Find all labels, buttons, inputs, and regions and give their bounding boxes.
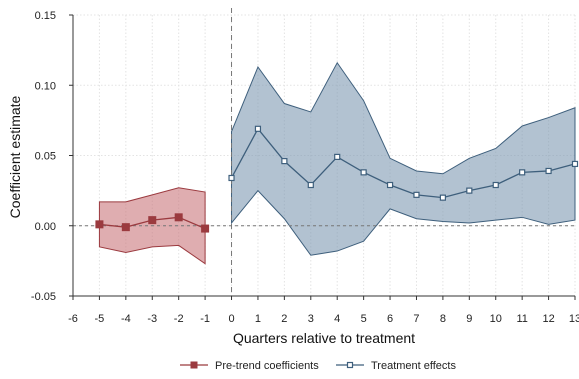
treatment-effect-point xyxy=(492,181,499,189)
x-tick-label: 10 xyxy=(490,313,502,325)
treatment-effect-point xyxy=(281,158,288,165)
x-tick-label: 4 xyxy=(334,313,340,325)
reference-lines xyxy=(73,8,575,296)
treatment-effect-point xyxy=(307,181,314,189)
x-tick-label: 9 xyxy=(466,313,472,325)
treatment-effect-point xyxy=(360,169,367,176)
confidence-bands xyxy=(98,61,576,265)
treatment-effect-point xyxy=(545,167,552,175)
treatment-effect-point xyxy=(571,160,579,168)
y-tick-label: 0.10 xyxy=(35,80,56,92)
x-tick-label: -3 xyxy=(147,313,157,325)
x-tick-label: -1 xyxy=(200,313,210,325)
x-tick-label: 5 xyxy=(361,313,367,325)
x-tick-label: 7 xyxy=(413,313,419,325)
x-tick-label: 12 xyxy=(542,313,554,325)
axes: -0.050.000.050.100.15-6 -5 -4 -3 -2 -1 0 1 2 3 4 5 6… xyxy=(31,10,579,325)
y-tick-label: 0.00 xyxy=(35,221,56,233)
treatment-effect-point xyxy=(334,153,341,161)
x-tick-label: 1 xyxy=(255,313,261,325)
pre-trend-point xyxy=(174,213,183,222)
x-axis-title: Quarters relative to treatment xyxy=(233,330,415,346)
y-axis-title: Coefficient estimate xyxy=(7,95,23,218)
x-tick-label: 13 xyxy=(569,313,579,325)
treatment-effect-point xyxy=(466,187,473,194)
x-tick-label: 0 xyxy=(228,313,234,325)
pre-trend-point xyxy=(201,224,210,233)
legend-label: Treatment effects xyxy=(371,360,456,372)
treatment-confidence-band xyxy=(231,61,576,256)
y-tick-label: -0.05 xyxy=(31,291,56,303)
pre-trend-point xyxy=(121,223,130,232)
pre-trend-point xyxy=(95,220,104,229)
y-tick-label: 0.05 xyxy=(35,151,56,163)
legend-item-pre-trend: Pre-trend coefficients xyxy=(180,360,319,372)
treatment-effect-point xyxy=(439,194,446,201)
x-tick-label: -2 xyxy=(174,313,184,325)
legend-marker xyxy=(346,361,354,369)
y-tick-label: 0.15 xyxy=(35,10,56,22)
x-tick-label: -4 xyxy=(121,313,131,325)
pre-trend-point xyxy=(148,216,157,225)
x-tick-label: 6 xyxy=(387,313,393,325)
x-tick-label: 2 xyxy=(281,313,287,325)
x-tick-label: -6 xyxy=(68,313,78,325)
x-tick-label: 3 xyxy=(308,313,314,325)
treatment-effect-point xyxy=(386,181,394,189)
treatment-effect-point xyxy=(519,169,526,176)
treatment-effect-point xyxy=(228,174,235,182)
series-markers xyxy=(95,125,579,233)
legend-label: Pre-trend coefficients xyxy=(215,360,319,372)
x-tick-label: -5 xyxy=(95,313,105,325)
x-tick-label: 8 xyxy=(440,313,446,325)
treatment-effects-line xyxy=(230,127,576,199)
treatment-effect-point xyxy=(413,191,420,198)
legend-item-treatment: Treatment effects xyxy=(336,360,456,372)
legend: Pre-trend coefficients Treatment effects xyxy=(180,360,456,372)
legend-marker xyxy=(190,361,198,369)
x-tick-label: 11 xyxy=(516,313,527,325)
treatment-effect-point xyxy=(254,125,262,132)
